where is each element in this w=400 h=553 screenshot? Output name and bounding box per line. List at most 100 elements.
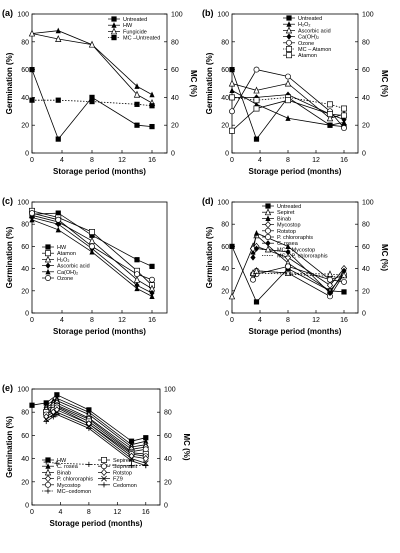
x-tick-label: 12 — [118, 157, 126, 164]
legend-label: Ascorbic acid — [57, 264, 90, 270]
mark-legend — [100, 468, 108, 477]
legend-label: FZ9 — [113, 477, 123, 483]
y2-tick-label: 0 — [164, 503, 168, 510]
x-tick-label: 12 — [312, 317, 320, 324]
y-tick-label: 100 — [217, 12, 229, 19]
mark-4 — [341, 125, 347, 131]
mark-legend — [45, 275, 51, 281]
legend-item: Ascorbic acid — [42, 262, 90, 270]
x-tick-label: 8 — [87, 509, 91, 516]
mark-4 — [149, 293, 155, 299]
y-tick-label: 0 — [25, 151, 29, 158]
x-axis-label: Storage period (months) — [249, 167, 342, 176]
legend-label: Untreated — [298, 16, 322, 22]
x-tick-label: 8 — [286, 157, 290, 164]
mark-4 — [341, 112, 347, 119]
series-8 — [252, 272, 345, 278]
legend-item: Atamon — [283, 52, 317, 59]
y-tick-label: 60 — [21, 244, 29, 251]
y-tick-label: 80 — [21, 410, 29, 417]
x-tick-label: 4 — [258, 157, 262, 164]
mark-0 — [228, 292, 236, 300]
x-tick-label: 12 — [118, 317, 126, 324]
panel-label: (c) — [2, 196, 13, 206]
x-tick-label: 0 — [30, 509, 34, 516]
mark-legend — [111, 35, 117, 41]
mark-3 — [327, 289, 333, 297]
right-axis-label: MC (%) — [380, 244, 389, 271]
x-axis-label: Storage period (months) — [249, 327, 342, 336]
y-tick-label: 80 — [21, 39, 29, 46]
panel-label: (a) — [2, 8, 13, 18]
y2-tick-label: 80 — [171, 39, 179, 46]
y-tick-label: 60 — [221, 244, 229, 251]
mark-legend — [110, 27, 118, 35]
mark-0 — [229, 243, 235, 249]
x-tick-label: 0 — [230, 157, 234, 164]
y2-tick-label: 20 — [362, 123, 370, 130]
legend-item: Rotstop — [98, 468, 132, 477]
y2-tick-label: 40 — [362, 266, 370, 273]
legend-item: MC–cedomon — [42, 488, 91, 495]
x-tick-label: 4 — [258, 317, 262, 324]
mark-legend — [286, 33, 292, 40]
y2-tick-label: 60 — [164, 433, 172, 440]
plot-frame — [31, 13, 168, 154]
y2-tick-label: 0 — [362, 151, 366, 158]
mark-2 — [285, 263, 291, 270]
mark-legend — [264, 220, 272, 229]
mark-4 — [149, 103, 155, 109]
legend-item: Fungicide — [108, 27, 147, 35]
mark-2 — [285, 115, 291, 121]
legend-item: HW — [108, 22, 133, 29]
x-axis-label: Storage period (months) — [50, 519, 143, 528]
legend-label: MC –Untreated — [123, 36, 160, 42]
y-tick-label: 40 — [221, 95, 229, 102]
legend-item: Ca(OH)₂ — [283, 33, 319, 41]
x-tick-label: 0 — [230, 317, 234, 324]
y-tick-label: 80 — [221, 222, 229, 229]
legend-item: P. chlororaphis — [42, 474, 93, 483]
mark-3 — [134, 282, 140, 289]
legend-label: P. chlororaphis — [277, 235, 313, 241]
series-0 — [29, 67, 155, 142]
legend-item: Mycostop — [262, 220, 301, 229]
mark-3 — [134, 257, 140, 263]
mark-2 — [89, 229, 95, 235]
y2-tick-label: 20 — [362, 288, 370, 295]
panel-e: (e) 0 4 8 12 16 0 20 40 60 80 100 0 20 40 60 80 100 MC (%)… — [2, 383, 191, 528]
y2-tick-label: 80 — [362, 222, 370, 229]
mark-1 — [253, 136, 260, 142]
mark-2 — [54, 392, 60, 398]
mark-4 — [149, 263, 155, 269]
legend-label: Sepiret — [277, 210, 295, 216]
legend-label: Mycostop — [57, 483, 81, 489]
mark-2 — [285, 97, 291, 104]
series-7 — [249, 266, 348, 279]
x-axis-label: Storage period (months) — [53, 327, 146, 336]
x-tick-label: 12 — [312, 157, 320, 164]
legend-item: Rotstop — [262, 227, 296, 235]
y-tick-label: 100 — [217, 200, 229, 207]
y-tick-label: 0 — [25, 503, 29, 510]
mark-2 — [89, 248, 95, 255]
mark-0 — [229, 127, 235, 134]
mark-legend — [264, 208, 272, 216]
series-4 — [250, 263, 347, 285]
mark-1 — [253, 101, 260, 107]
legend-label: Rotstop — [113, 470, 132, 476]
mark-legend — [264, 245, 272, 253]
legend-label: Ascorbic acid — [298, 28, 331, 34]
mark-legend — [286, 52, 292, 59]
mark-3 — [134, 83, 140, 89]
y-tick-label: 100 — [17, 387, 29, 394]
legend-item: MC –Untreated — [108, 35, 160, 42]
y-axis-label: Germination (%) — [5, 226, 14, 288]
series-10 — [43, 411, 149, 469]
mark-legend — [265, 227, 271, 234]
legend-label: H₂O₂ — [57, 257, 70, 263]
series-line — [231, 96, 345, 109]
legend-item: Cedomon — [98, 482, 137, 489]
mark-legend — [286, 46, 292, 52]
legend-item: Untreated — [262, 203, 301, 210]
